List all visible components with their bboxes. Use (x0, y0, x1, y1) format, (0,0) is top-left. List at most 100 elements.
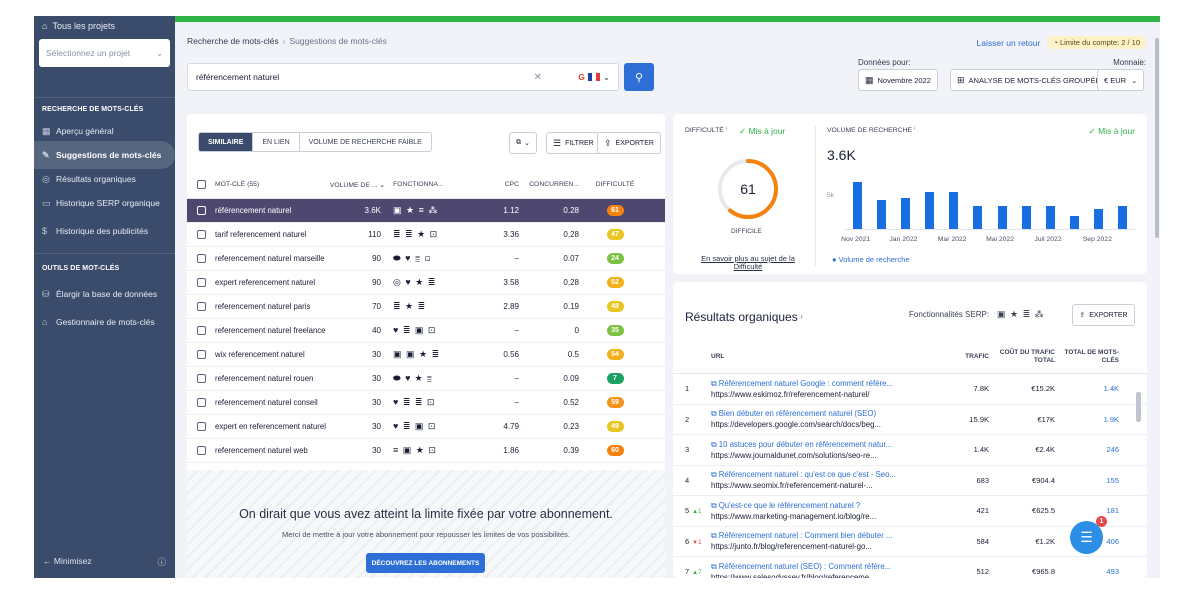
keyword-row[interactable]: expert en referencement naturel 30 ♥ ≣ ▣ ⊡… (187, 415, 665, 439)
clear-icon[interactable]: ✕ (533, 71, 542, 83)
keyword-cell[interactable]: referencement naturel conseil (215, 398, 318, 407)
row-checkbox[interactable] (196, 230, 206, 239)
col-competition[interactable]: CONCURREN... (529, 181, 579, 188)
export-keywords-button[interactable]: ⇪ EXPORTER (597, 132, 661, 154)
total-keywords-cell[interactable]: 181 (1106, 506, 1119, 516)
feedback-link[interactable]: Laisser un retour (976, 37, 1041, 48)
columns-button[interactable]: ⧉ ⌄ (509, 132, 537, 154)
sidebar-item-5-items_research[interactable]: $ Historique des publicités (34, 217, 175, 245)
keyword-row[interactable]: referencement naturel web 30 ≡ ▣ ★ ⊡ 1.86 0.… (187, 439, 665, 463)
page-scrollbar-thumb[interactable] (1155, 38, 1159, 238)
keyword-cell[interactable]: referencement naturel marseille (215, 254, 325, 263)
project-select[interactable]: Sélectionnez un projet ⌄ (39, 39, 170, 67)
result-title-link[interactable]: ⧉ Qu'est-ce que le référencement naturel… (711, 500, 925, 511)
keyword-cell[interactable]: wix referencement naturel (215, 350, 305, 359)
row-checkbox[interactable] (196, 206, 206, 215)
row-checkbox[interactable] (196, 254, 206, 263)
sidebar-item-4-items_research[interactable]: ▭ Historique SERP organique (34, 189, 175, 217)
row-checkbox[interactable] (196, 446, 206, 455)
volume-bar[interactable] (949, 192, 959, 229)
info-icon[interactable]: ⁱ (913, 127, 916, 134)
minimize-button[interactable]: ← Minimisez (43, 556, 92, 566)
keyword-row[interactable]: referencement naturel rouen 30 ⬬ ♥ ★ ≣ – 0.0… (187, 367, 665, 391)
col-difficulty[interactable]: DIFFICULTÉ (595, 181, 635, 188)
discover-subscriptions-button[interactable]: DÉCOUVREZ LES ABONNEMENTS (366, 553, 485, 573)
keyword-row[interactable]: wix referencement naturel 30 ▣ ▣ ★ ≣ 0.56 0.… (187, 343, 665, 367)
volume-bar[interactable] (900, 197, 910, 229)
keyword-row[interactable]: referencement naturel marseille 90 ⬬ ♥ ≣ ⊡… (187, 247, 665, 271)
volume-bar[interactable] (1070, 215, 1080, 229)
volume-bar[interactable] (1094, 208, 1104, 229)
col-traffic[interactable]: TRAFIC (965, 352, 989, 360)
total-keywords-cell[interactable]: 406 (1106, 536, 1119, 546)
select-all-checkbox[interactable] (196, 180, 206, 189)
row-checkbox[interactable] (196, 302, 206, 311)
volume-bar[interactable] (1021, 206, 1031, 229)
col-features[interactable]: FONCTIONNA... (393, 181, 444, 188)
tab-related[interactable]: EN LIEN (253, 133, 300, 151)
month-select-button[interactable]: ▦ Novembre 2022 (858, 69, 938, 91)
col-keyword[interactable]: MOT-CLÉ (55) (215, 181, 260, 188)
keyword-row[interactable]: référencement naturel 3.6K ▣ ★ ≡ ⁂ 1.12 0.28… (187, 199, 665, 223)
result-title-link[interactable]: ⧉ Référencement naturel : Comment bien d… (711, 530, 925, 541)
volume-bar[interactable] (997, 206, 1007, 229)
keyword-search-input[interactable]: référencement naturel ✕ G ⌄ (187, 63, 619, 91)
all-projects-link[interactable]: ⌂ Tous les projets (34, 16, 175, 36)
total-keywords-cell[interactable]: 246 (1106, 445, 1119, 455)
row-checkbox[interactable] (196, 350, 206, 359)
volume-bar[interactable] (973, 206, 983, 229)
keyword-cell[interactable]: tarif referencement naturel (215, 230, 307, 239)
total-keywords-cell[interactable]: 1.4K (1103, 384, 1119, 394)
chat-button[interactable]: ☰ (1070, 521, 1103, 554)
keyword-cell[interactable]: expert referencement naturel (215, 278, 316, 287)
total-keywords-cell[interactable]: 493 (1106, 567, 1119, 577)
bulk-analysis-button[interactable]: ⊞ ANALYSE DE MOTS-CLÉS GROUPÉE (950, 69, 1108, 91)
sidebar-item-2-items_research[interactable]: ✎ Suggestions de mots-clés (34, 141, 175, 169)
info-icon[interactable]: ⁱ (725, 127, 727, 134)
export-organic-button[interactable]: ⇪ EXPORTER (1072, 304, 1135, 326)
col-volume[interactable]: VOLUME DE ... ⌄ (327, 181, 387, 189)
keyword-row[interactable]: referencement naturel conseil 30 ♥ ≣ ≣ ⊡ – 0… (187, 391, 665, 415)
keyword-row[interactable]: tarif referencement naturel 110 ≣ ≣ ★ ⊡ 3.3… (187, 223, 665, 247)
col-traffic-cost[interactable]: COÛT DU TRAFIC TOTAL (999, 348, 1055, 364)
page-scrollbar[interactable] (1154, 22, 1160, 578)
tab-similar[interactable]: SIMILAIRE (199, 133, 254, 151)
database-select[interactable]: G ⌄ (578, 72, 610, 83)
keyword-row[interactable]: referencement naturel paris 70 ≣ ★ ≣ 2.89 0.… (187, 295, 665, 319)
sidebar-item-2-items_tools[interactable]: ⌂ Gestionnaire de mots-clés (34, 308, 175, 336)
difficulty-learn-more-link[interactable]: En savoir plus au sujet de la Difficulté (701, 254, 795, 271)
breadcrumb-root[interactable]: Recherche de mots-clés (187, 36, 279, 46)
sidebar-item-1-items_tools[interactable]: ⛁ Élargir la base de données (34, 280, 175, 308)
row-checkbox[interactable] (196, 422, 206, 431)
volume-bar[interactable] (1118, 206, 1128, 229)
result-title-link[interactable]: ⧉ 10 astuces pour débuter en référenceme… (711, 439, 925, 450)
result-title-link[interactable]: ⧉ Référencement naturel Google : comment… (711, 378, 925, 389)
sidebar-item-3-items_research[interactable]: ◎ Résultats organiques (34, 169, 175, 189)
filter-button[interactable]: ☰ FILTRER (546, 132, 601, 154)
tab-low-volume[interactable]: VOLUME DE RECHERCHE FAIBLE (299, 133, 431, 151)
keyword-cell[interactable]: referencement naturel freelance (215, 326, 326, 335)
row-checkbox[interactable] (196, 398, 206, 407)
total-keywords-cell[interactable]: 1.9K (1103, 414, 1119, 424)
keyword-row[interactable]: referencement naturel freelance 40 ♥ ≣ ▣ ⊡… (187, 319, 665, 343)
currency-select-button[interactable]: € EUR ⌄ (1097, 69, 1145, 91)
volume-bar[interactable] (852, 181, 862, 229)
col-total-keywords[interactable]: TOTAL DE MOTS-CLÉS (1064, 348, 1119, 364)
organic-scrollbar[interactable] (1136, 392, 1141, 422)
volume-bar[interactable] (876, 199, 886, 229)
info-icon[interactable]: ⁱ (801, 314, 803, 323)
col-cpc[interactable]: CPC (504, 181, 519, 188)
result-title-link[interactable]: ⧉ Référencement naturel (SEO) : Comment … (711, 561, 925, 572)
help-icon[interactable]: ⓘ (157, 557, 166, 567)
row-checkbox[interactable] (196, 278, 206, 287)
sidebar-item-1-items_research[interactable]: ▦ Aperçu général (34, 121, 175, 141)
keyword-cell[interactable]: référencement naturel (215, 206, 292, 215)
volume-bar[interactable] (925, 192, 935, 229)
result-title-link[interactable]: ⧉ Référencement naturel : qu'est ce que … (711, 469, 925, 480)
keyword-cell[interactable]: expert en referencement naturel (215, 422, 326, 431)
keyword-row[interactable]: expert referencement naturel 90 ◎ ♥ ★ ≣ 3.5… (187, 271, 665, 295)
keyword-cell[interactable]: referencement naturel rouen (215, 374, 314, 383)
search-button[interactable]: ⚲ (624, 63, 654, 91)
volume-bar[interactable] (1045, 206, 1055, 229)
result-title-link[interactable]: ⧉ Bien débuter en référencement naturel … (711, 408, 925, 419)
